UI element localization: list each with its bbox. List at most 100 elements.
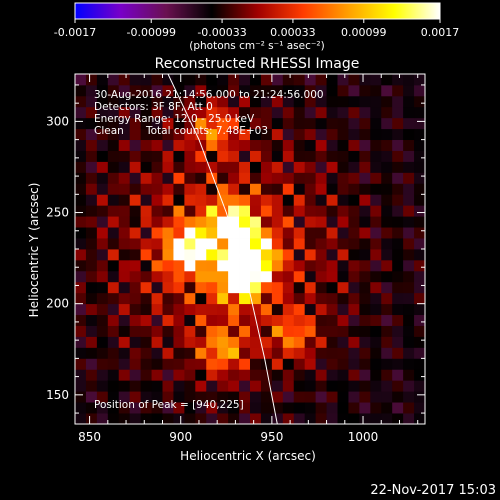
heatmap-cell [217, 391, 229, 403]
heatmap-cell [151, 249, 163, 261]
heatmap-cell [195, 194, 207, 206]
heatmap-cell [118, 183, 131, 195]
heatmap-cell [315, 183, 327, 195]
colorbar-tick-label: -0.00033 [197, 26, 246, 39]
heatmap-cell [392, 347, 404, 359]
heatmap-cell [151, 84, 163, 97]
heatmap-cell [195, 303, 207, 316]
heatmap-cell [85, 106, 98, 119]
heatmap-cell [315, 128, 327, 141]
heatmap-cell [282, 347, 295, 359]
heatmap-cell [118, 249, 131, 261]
heatmap-cell [96, 259, 109, 272]
heatmap-cell [392, 74, 404, 86]
heatmap-cell [96, 106, 109, 119]
heatmap-cell [370, 150, 382, 162]
heatmap-cell [129, 117, 142, 130]
heatmap-cell [271, 95, 284, 108]
heatmap-cell [381, 402, 393, 414]
heatmap-cell [271, 270, 284, 283]
heatmap-cell [184, 74, 196, 86]
heatmap-cell [326, 281, 338, 294]
heatmap-cell [414, 292, 425, 305]
heatmap-cell [228, 227, 240, 239]
axis-ticks: 850 900 950 1000 150 200 250 300 [46, 74, 425, 444]
heatmap-cell [260, 161, 273, 173]
heatmap-cell [250, 380, 262, 392]
heatmap-cell [392, 336, 404, 348]
heatmap-cell [239, 238, 251, 250]
heatmap-cell [85, 270, 98, 283]
heatmap-cell [282, 303, 295, 316]
heatmap-cell [228, 139, 240, 151]
heatmap-cell [173, 106, 185, 119]
heatmap-cell [239, 161, 251, 173]
heatmap-cell [392, 139, 404, 151]
heatmap-cell [151, 194, 163, 206]
heatmap-cell [370, 139, 382, 151]
annotation-method: Clean [94, 125, 124, 137]
heatmap-cell [381, 270, 393, 283]
heatmap-cell [75, 74, 87, 86]
heatmap-cell [403, 128, 415, 141]
heatmap-cell [107, 194, 120, 206]
heatmap-cell [282, 128, 295, 141]
heatmap-cell [173, 117, 185, 130]
heatmap-cell [282, 380, 295, 392]
heatmap-cell [271, 106, 284, 119]
heatmap-cell [403, 74, 415, 86]
heatmap-cell [370, 380, 382, 392]
heatmap-cell [162, 303, 174, 316]
x-tick-label: 950 [260, 430, 283, 444]
heatmap-cell [282, 194, 295, 206]
heatmap-cell [370, 95, 382, 108]
heatmap-cell [140, 380, 152, 392]
heatmap-cell [151, 128, 163, 141]
heatmap-cell [217, 205, 229, 217]
heatmap-cell [75, 303, 87, 316]
heatmap-cell [96, 194, 109, 206]
heatmap-cell [250, 227, 262, 239]
heatmap-cell [151, 292, 163, 305]
heatmap-cell [293, 106, 306, 119]
heatmap-cell [107, 413, 120, 424]
heatmap-cell [129, 150, 142, 162]
heatmap-cell [315, 391, 327, 403]
heatmap-cell [304, 95, 317, 108]
y-tick-label: 150 [46, 388, 69, 402]
heatmap-cell [217, 172, 229, 184]
heatmap-cell [85, 95, 98, 108]
heatmap-cell [293, 413, 306, 424]
heatmap-cell [381, 413, 393, 424]
heatmap-cell [304, 281, 317, 294]
heatmap-cell [129, 413, 142, 424]
heatmap-cell [239, 227, 251, 239]
heatmap-cell [107, 325, 120, 337]
heatmap-cell [118, 128, 131, 141]
heatmap-cell [195, 95, 207, 108]
heatmap-cell [85, 314, 98, 326]
heatmap-cell [239, 347, 251, 359]
heatmap-cell [381, 161, 393, 173]
heatmap-cell [75, 172, 87, 184]
heatmap-cell [173, 172, 185, 184]
heatmap-cell [282, 238, 295, 250]
heatmap-cell [239, 74, 251, 86]
heatmap-cell [326, 391, 338, 403]
heatmap-cell [392, 205, 404, 217]
heatmap-cell [282, 117, 295, 130]
heatmap-cell [85, 336, 98, 348]
heatmap-cell [282, 413, 295, 424]
heatmap-cell [271, 391, 284, 403]
heatmap-cell [359, 106, 371, 119]
heatmap-cell [162, 74, 174, 86]
heatmap-cell [85, 391, 98, 403]
heatmap-cell [151, 117, 163, 130]
heatmap-cell [392, 172, 404, 184]
heatmap-cell [151, 391, 163, 403]
heatmap-cell [403, 402, 415, 414]
heatmap-cell [129, 369, 142, 381]
heatmap-cell [96, 161, 109, 173]
heatmap-cell [359, 216, 371, 228]
heatmap-cell [96, 216, 109, 228]
